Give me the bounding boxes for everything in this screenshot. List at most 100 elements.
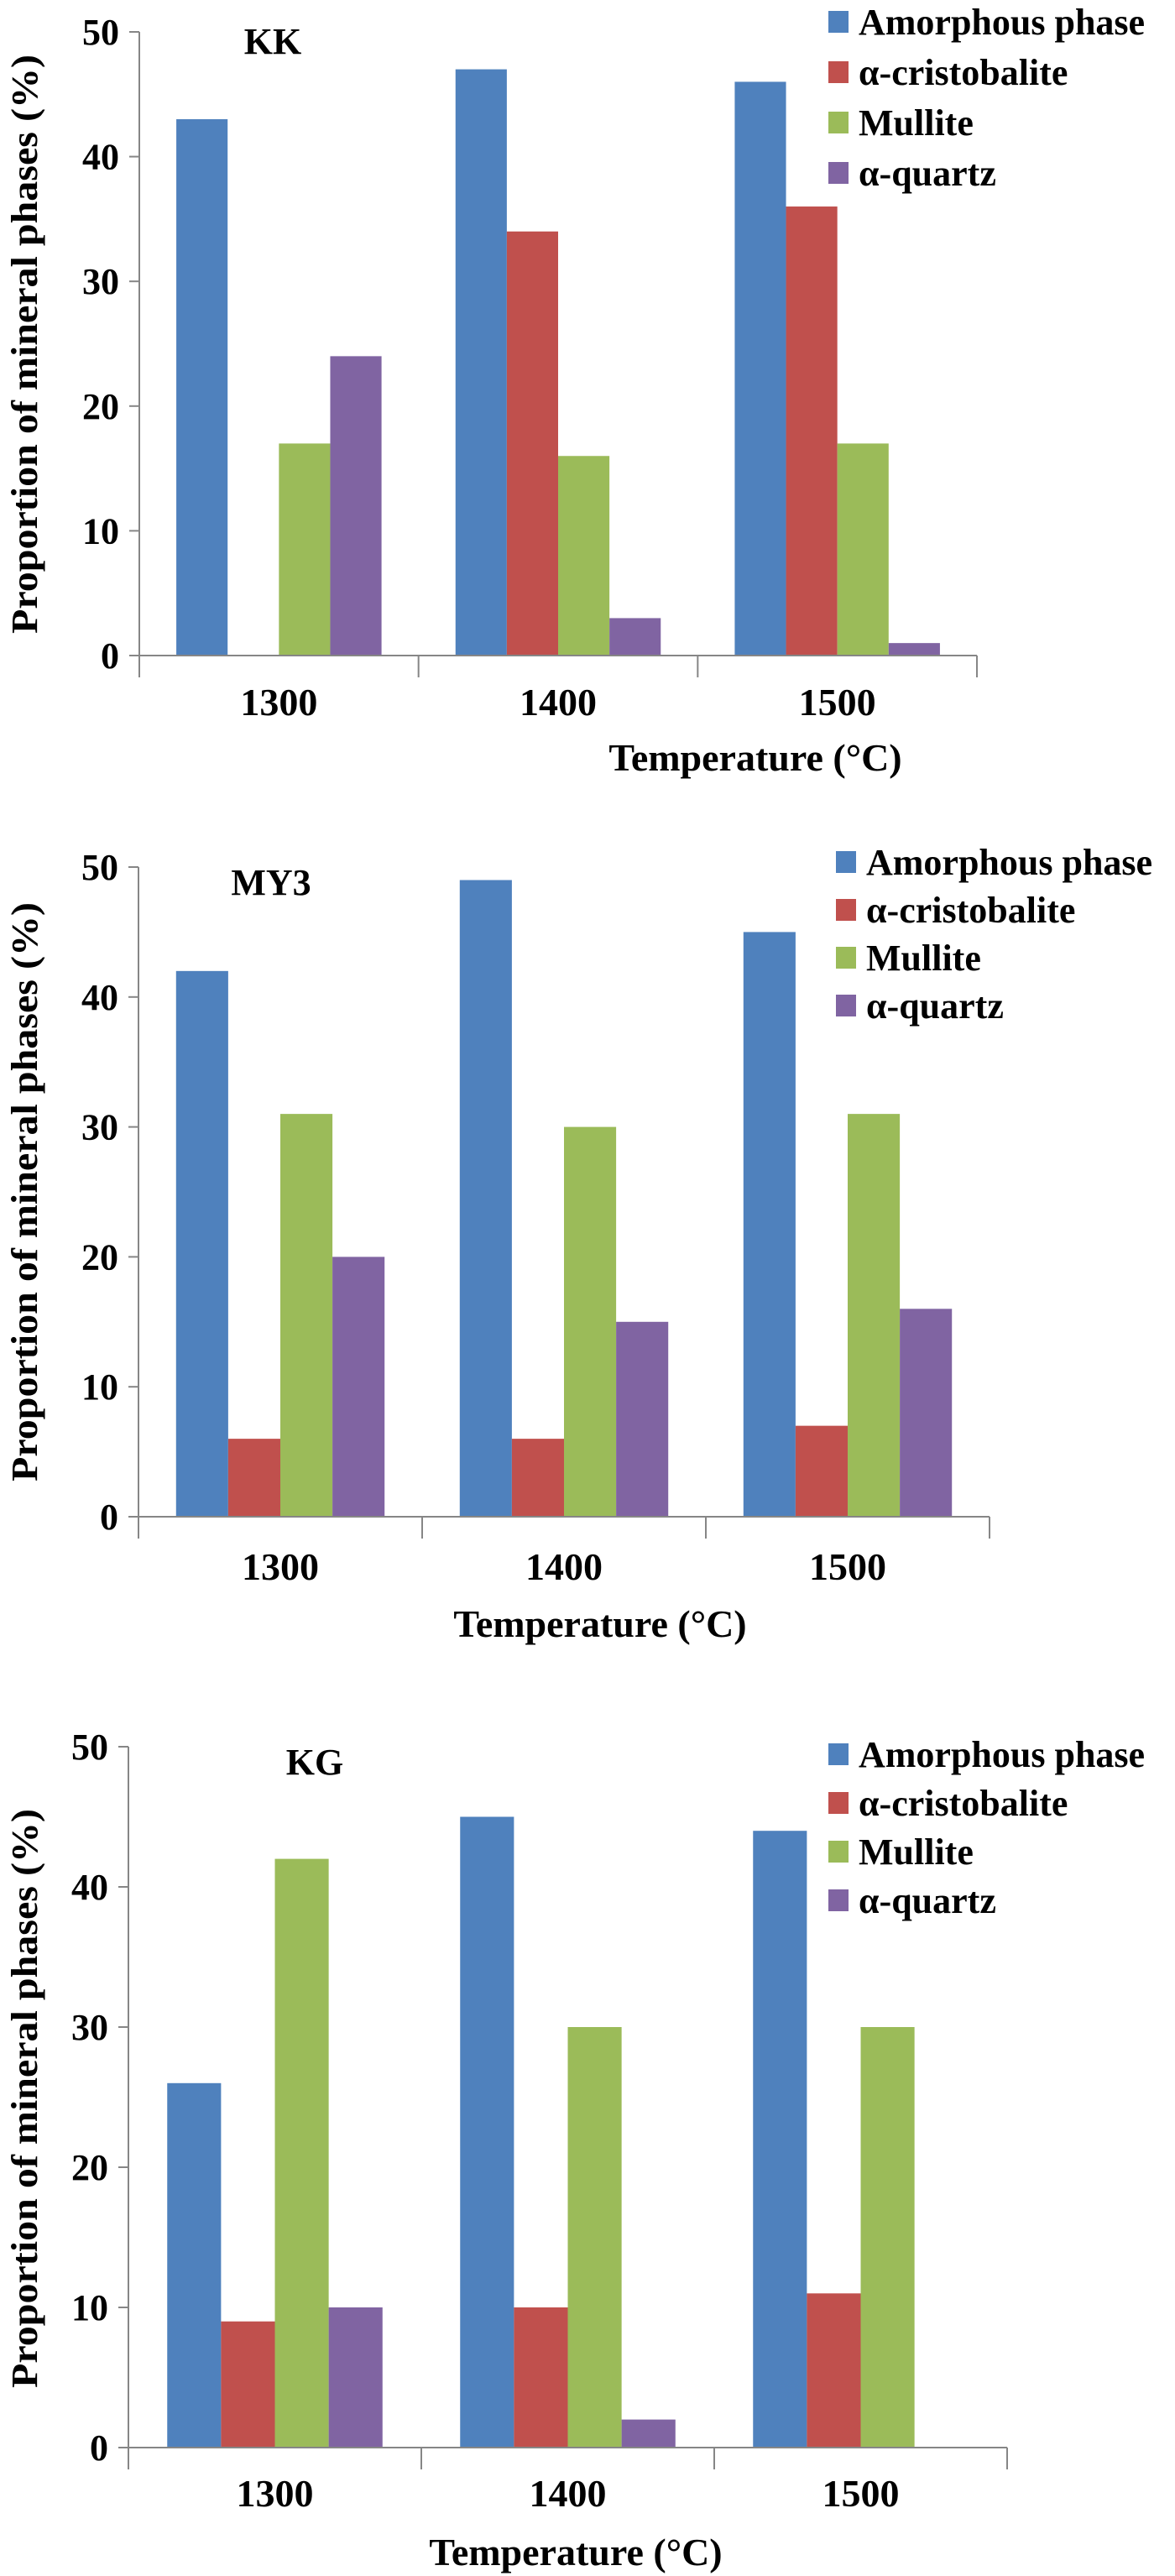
bar-kk-1300-s2 — [279, 443, 331, 656]
x-tick-label: 1300 — [237, 2472, 314, 2515]
x-tick-label: 1500 — [799, 681, 876, 724]
legend-swatch — [828, 1841, 849, 1863]
legend: Amorphous phase α-cristobalite Mullite α-qu… — [836, 842, 1152, 1027]
y-axis-label: Proportion of mineral phases (%) — [4, 55, 45, 634]
y-tick-label: 0 — [90, 2427, 108, 2469]
bar-my3-1300-s0 — [175, 970, 228, 1517]
legend-swatch — [828, 11, 849, 33]
bar-kk-1500-s2 — [837, 443, 889, 656]
bar-kk-1500-s1 — [786, 206, 838, 656]
legend-label: α-quartz — [859, 1880, 996, 1921]
x-tick-label: 1400 — [520, 681, 597, 724]
x-tick-label: 1300 — [240, 681, 317, 724]
y-tick-label: 30 — [82, 261, 119, 302]
legend-label: Mullite — [859, 102, 974, 144]
bar-kg-1300-s0 — [167, 2082, 222, 2448]
y-tick-label: 30 — [71, 2007, 108, 2048]
y-tick-label: 10 — [82, 510, 119, 551]
bar-my3-1500-s1 — [795, 1425, 848, 1517]
bar-kg-1400-s3 — [621, 2419, 676, 2448]
bar-my3-1400-s0 — [459, 880, 512, 1517]
bar-my3-1300-s2 — [280, 1114, 333, 1517]
legend-label: Amorphous phase — [859, 1734, 1145, 1775]
bar-my3-1400-s2 — [564, 1126, 617, 1517]
legend-label: α-cristobalite — [859, 1783, 1068, 1824]
legend-label: Mullite — [866, 938, 981, 979]
legend-swatch — [828, 1792, 849, 1814]
x-axis-label: Temperature (°C) — [429, 2531, 722, 2573]
chart-kk: 0 10 20 30 40 50 1300 1400 1500 Temperature (°C) P… — [4, 2, 1145, 779]
legend-swatch — [828, 1743, 849, 1765]
x-tick-label: 1500 — [822, 2472, 900, 2515]
y-tick-label: 50 — [71, 1727, 108, 1768]
y-tick-label: 10 — [81, 1366, 118, 1408]
bar-my3-1500-s0 — [743, 932, 796, 1517]
x-tick-label: 1400 — [525, 1545, 603, 1588]
bar-kk-1400-s1 — [506, 231, 558, 656]
legend: Amorphous phase α-cristobalite Mullite α-qu… — [828, 2, 1145, 194]
legend-label: α-quartz — [859, 153, 996, 194]
bar-kk-1400-s2 — [558, 456, 610, 656]
chart-title: KK — [244, 21, 301, 62]
legend-swatch — [828, 162, 849, 184]
bar-my3-1500-s3 — [900, 1309, 953, 1517]
bar-my3-1400-s3 — [616, 1321, 669, 1517]
bar-my3-1300-s1 — [227, 1439, 280, 1517]
y-tick-label: 20 — [81, 1236, 118, 1278]
bar-kk-1300-s0 — [176, 119, 228, 656]
y-tick-label: 40 — [71, 1867, 108, 1908]
bar-kk-1500-s0 — [734, 81, 786, 656]
bar-kg-1400-s1 — [514, 2307, 568, 2448]
bar-kg-1300-s1 — [221, 2321, 275, 2448]
y-axis-label: Proportion of mineral phases (%) — [4, 902, 45, 1481]
legend-label: Amorphous phase — [859, 2, 1145, 43]
x-tick-label: 1300 — [242, 1545, 319, 1588]
y-tick-label: 40 — [82, 137, 119, 178]
bar-my3-1400-s1 — [511, 1439, 564, 1517]
bar-kg-1300-s2 — [274, 1858, 329, 2448]
chart-kg: 0 10 20 30 40 50 1300 1400 1500 Temperature (°C) P… — [4, 1727, 1145, 2573]
bar-my3-1500-s2 — [848, 1114, 901, 1517]
chart-my3: 0 10 20 30 40 50 1300 1400 1500 Temperature (°C) P… — [4, 842, 1152, 1645]
y-tick-label: 50 — [81, 847, 118, 888]
y-tick-label: 0 — [100, 1497, 118, 1538]
legend-label: Amorphous phase — [866, 842, 1152, 883]
legend-swatch — [836, 899, 856, 921]
x-axis-label: Temperature (°C) — [453, 1602, 746, 1645]
bar-kg-1500-s1 — [807, 2293, 861, 2448]
x-tick-label: 1500 — [809, 1545, 886, 1588]
y-tick-label: 10 — [71, 2287, 108, 2328]
legend-swatch — [836, 995, 856, 1016]
x-axis-label: Temperature (°C) — [608, 736, 901, 779]
bar-kg-1500-s2 — [860, 2027, 915, 2448]
legend-label: α-cristobalite — [866, 890, 1075, 931]
legend-swatch — [828, 112, 849, 133]
legend-swatch — [836, 947, 856, 969]
legend-label: Mullite — [859, 1831, 974, 1873]
bar-kk-1500-s3 — [888, 643, 940, 656]
y-axis-label: Proportion of mineral phases (%) — [4, 1809, 45, 2388]
y-tick-label: 20 — [82, 386, 119, 427]
y-tick-label: 0 — [101, 635, 119, 677]
legend-label: α-quartz — [866, 985, 1004, 1027]
bar-kk-1400-s3 — [609, 618, 661, 656]
legend-swatch — [828, 1889, 849, 1911]
y-tick-label: 40 — [81, 977, 118, 1018]
bar-my3-1300-s3 — [332, 1257, 385, 1517]
legend-swatch — [828, 61, 849, 83]
chart-title: KG — [286, 1742, 343, 1783]
bar-kg-1500-s0 — [753, 1831, 807, 2448]
bar-kk-1400-s0 — [455, 69, 507, 656]
y-tick-label: 50 — [82, 12, 119, 53]
bar-kg-1400-s2 — [567, 2027, 622, 2448]
legend: Amorphous phase α-cristobalite Mullite α-qu… — [828, 1734, 1145, 1921]
bar-kg-1300-s3 — [328, 2307, 383, 2448]
bar-kk-1300-s3 — [330, 356, 382, 656]
y-tick-label: 20 — [71, 2147, 108, 2188]
chart-title: MY3 — [231, 862, 311, 903]
legend-swatch — [836, 851, 856, 873]
x-tick-label: 1400 — [530, 2472, 607, 2515]
y-tick-label: 30 — [81, 1107, 118, 1148]
bar-kg-1400-s0 — [460, 1816, 514, 2448]
